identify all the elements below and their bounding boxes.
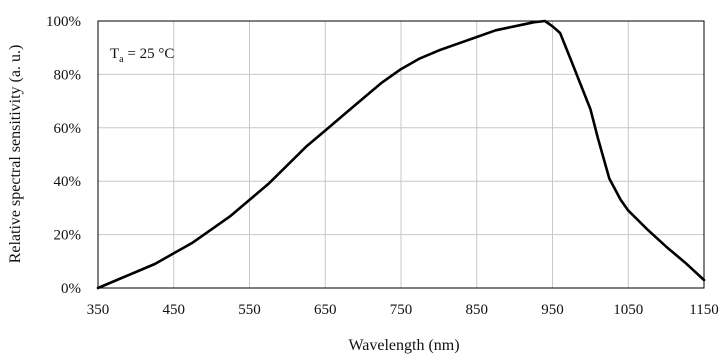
y-tick-label-0: 0% — [61, 281, 81, 297]
plot-area-frame — [97, 20, 705, 289]
x-tick-label-950: 950 — [541, 302, 564, 318]
x-tick-label-1150: 1150 — [689, 302, 718, 318]
ambient-temperature-annotation: Ta = 25 °C — [110, 46, 174, 65]
x-tick-label-750: 750 — [390, 302, 413, 318]
y-tick-label-100: 100% — [46, 14, 81, 30]
x-tick-label-650: 650 — [314, 302, 337, 318]
annotation-symbol: T — [110, 46, 119, 62]
x-tick-label-450: 450 — [163, 302, 186, 318]
x-tick-label-550: 550 — [238, 302, 261, 318]
y-tick-label-80: 80% — [54, 67, 82, 83]
x-tick-labels: 350 450 550 650 750 850 950 1050 1150 — [87, 302, 719, 318]
x-tick-label-850: 850 — [466, 302, 489, 318]
annotation-subscript: a — [119, 54, 124, 65]
y-tick-label-60: 60% — [54, 121, 82, 137]
x-axis-label: Wavelength (nm) — [348, 337, 459, 354]
vertical-gridlines — [97, 21, 705, 288]
y-axis-label: Relative spectral sensitivity (a. u.) — [7, 45, 24, 264]
sensitivity-curve — [96, 19, 706, 290]
y-tick-label-40: 40% — [54, 174, 82, 190]
x-tick-label-350: 350 — [87, 302, 110, 318]
y-tick-label-20: 20% — [54, 228, 82, 244]
annotation-value: = 25 °C — [124, 46, 175, 62]
x-tick-label-1050: 1050 — [613, 302, 643, 318]
y-tick-labels: 0% 20% 40% 60% 80% 100% — [46, 14, 81, 297]
